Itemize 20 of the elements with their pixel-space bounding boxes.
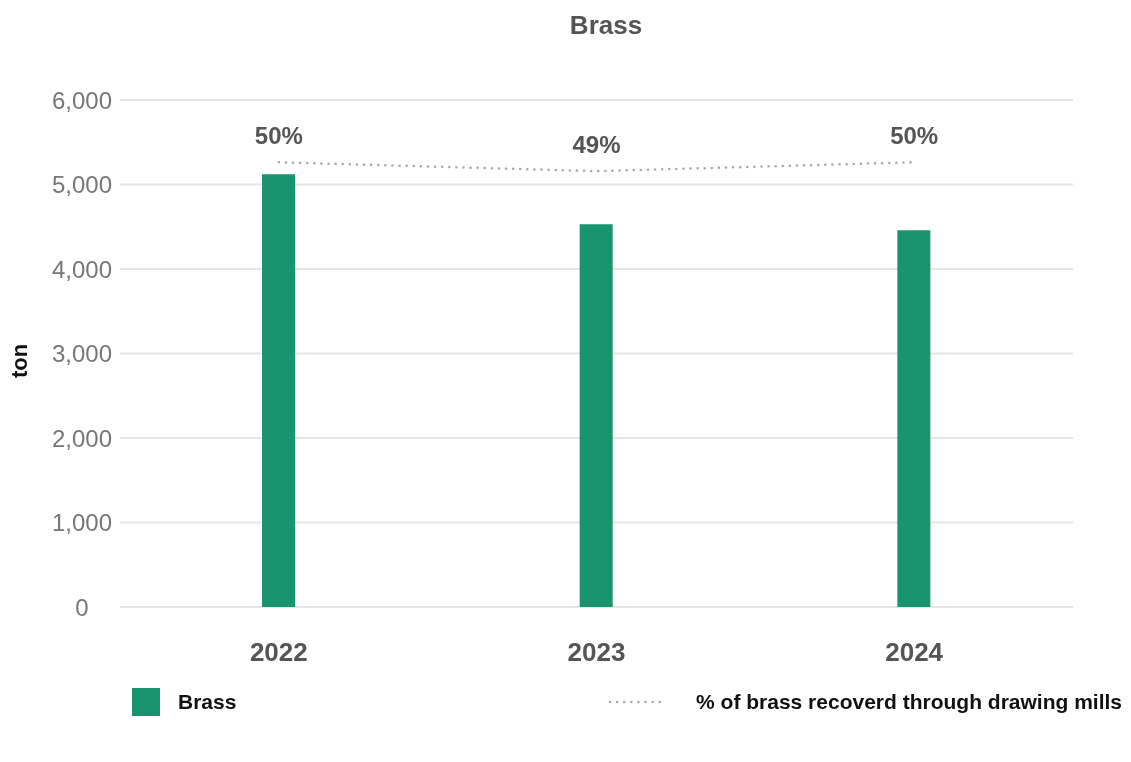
y-tick-label: 2,000	[51, 424, 113, 452]
bar	[579, 224, 613, 607]
bar	[262, 174, 295, 607]
data-label: 49%	[572, 131, 621, 159]
y-tick-label: 4,000	[51, 255, 113, 283]
y-tick-label: 3,000	[51, 340, 113, 368]
legend-label: % of brass recoverd through drawing mills	[696, 690, 1122, 714]
legend-label: Brass	[178, 690, 237, 714]
y-tick-label: 5,000	[51, 171, 113, 199]
y-axis-title: ton	[7, 342, 33, 381]
x-tick-label: 2022	[249, 637, 308, 668]
data-label: 50%	[890, 122, 939, 150]
y-tick-label: 0	[75, 593, 89, 621]
chart-title: Brass	[568, 10, 644, 41]
data-label: 50%	[254, 122, 303, 150]
x-tick-label: 2023	[567, 637, 626, 668]
bar	[897, 230, 931, 607]
y-tick-label: 1,000	[51, 509, 113, 537]
x-tick-label: 2024	[885, 637, 944, 668]
y-tick-label: 6,000	[51, 86, 113, 114]
